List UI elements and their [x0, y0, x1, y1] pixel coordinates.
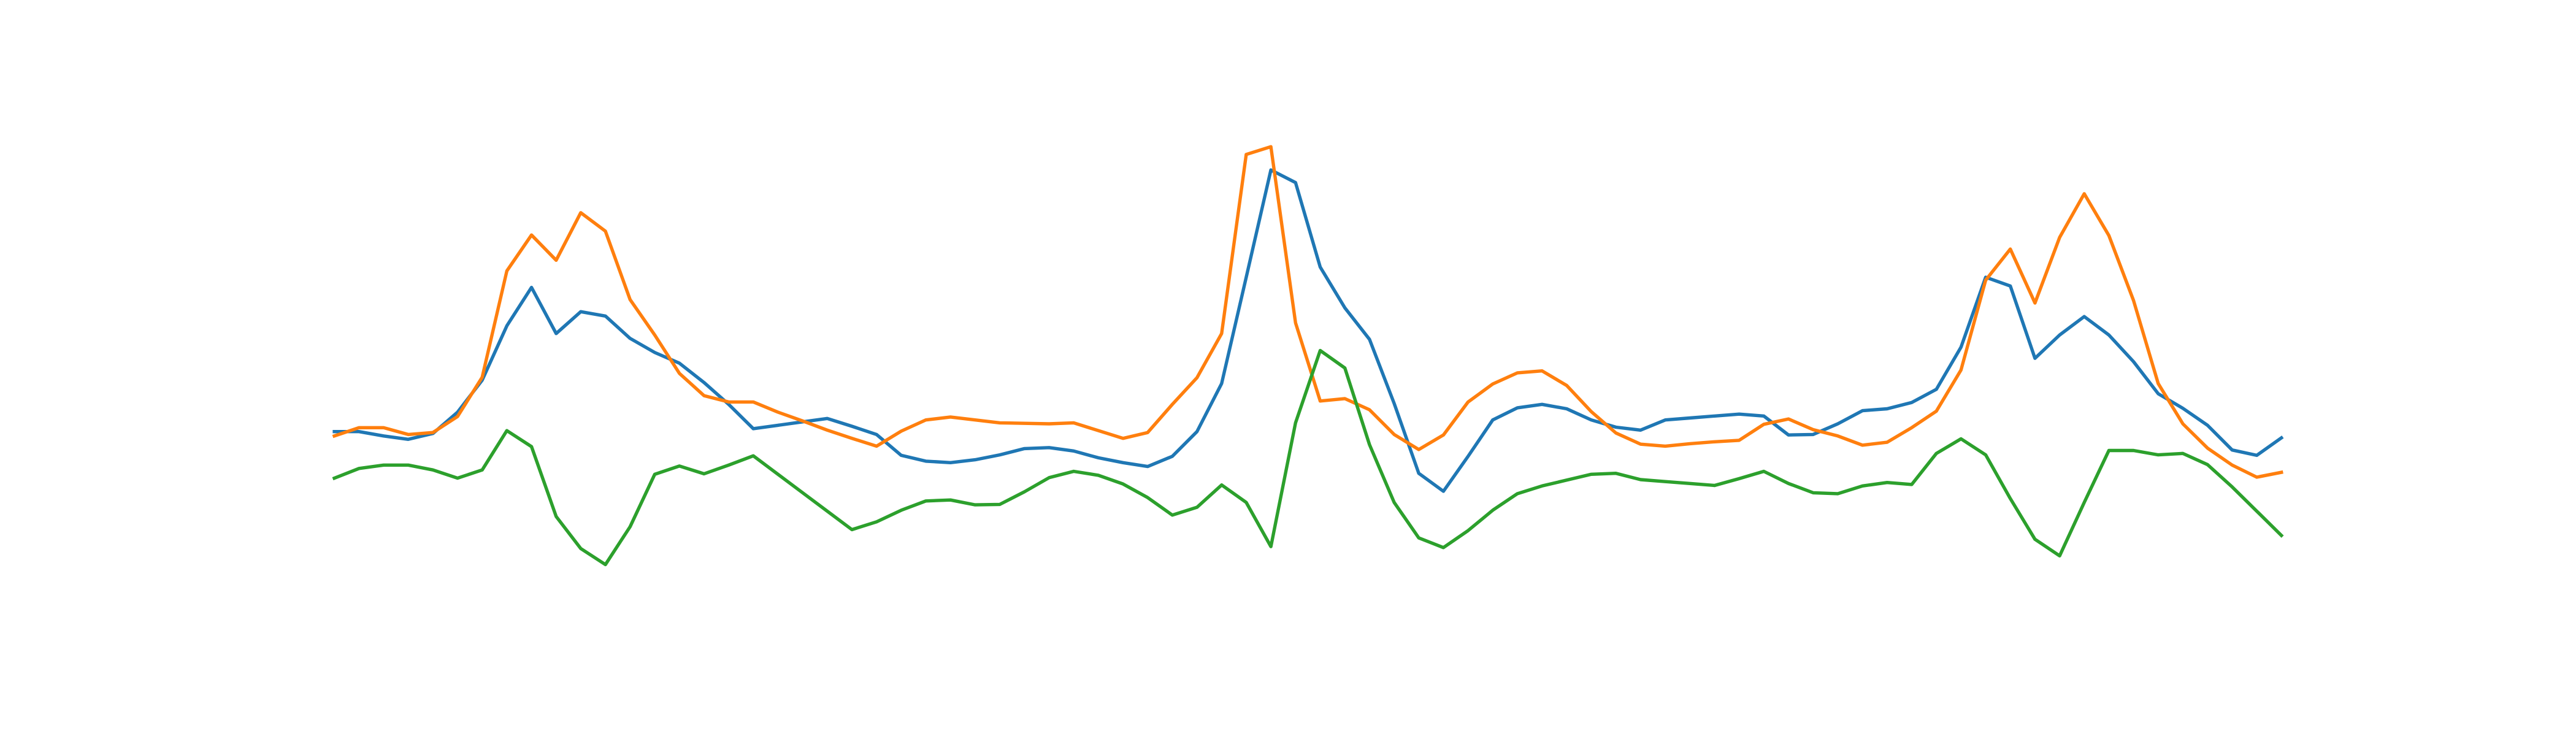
series-line-3 — [332, 348, 2284, 567]
series-line-2 — [332, 145, 2283, 479]
series-line-1 — [332, 168, 2284, 493]
series-layer — [332, 145, 2284, 567]
